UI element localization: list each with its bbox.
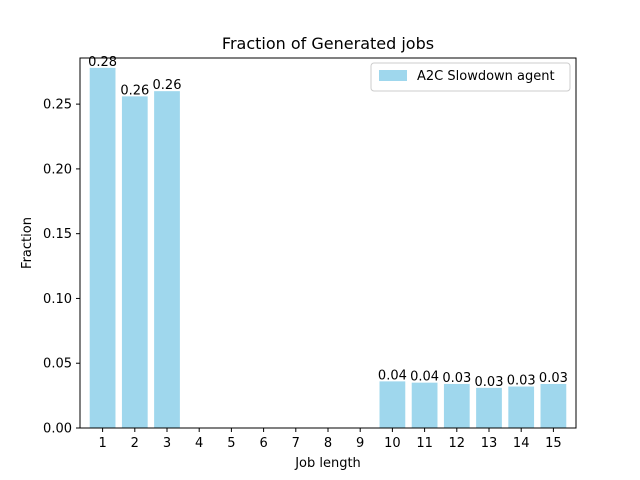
- x-tick-label-15: 15: [545, 436, 562, 451]
- y-axis: 0.00 0.05 0.10 0.15 0.20 0.25: [43, 98, 80, 437]
- data-label-2: 0.26: [120, 83, 149, 98]
- y-axis-label: Fraction: [20, 217, 35, 269]
- data-label-11: 0.04: [410, 370, 439, 385]
- data-label-1: 0.28: [88, 55, 117, 70]
- x-axis-label: Job length: [294, 456, 361, 471]
- x-tick-label-12: 12: [449, 436, 466, 451]
- y-tick-label-5: 0.25: [43, 98, 72, 113]
- y-tick-label-4: 0.20: [43, 162, 72, 177]
- y-tick-label-1: 0.05: [43, 357, 72, 372]
- x-axis: 1 2 3 4 5 6 7 8 9 10 11 12 13 14 15: [98, 428, 562, 451]
- data-label-14: 0.03: [507, 374, 536, 389]
- bar-3: [154, 91, 180, 428]
- chart-title: Fraction of Generated jobs: [222, 34, 434, 53]
- legend-swatch: [379, 70, 407, 81]
- legend-frame: [370, 62, 571, 92]
- bar-2: [121, 96, 148, 428]
- x-tick-label-4: 4: [195, 436, 203, 451]
- x-tick-label-2: 2: [131, 436, 139, 451]
- bar-12: [443, 383, 470, 428]
- data-label-15: 0.03: [539, 371, 568, 386]
- bar-1: [89, 67, 116, 428]
- y-tick-label-3: 0.15: [43, 227, 72, 242]
- data-label-3: 0.26: [153, 78, 182, 93]
- x-tick-label-10: 10: [384, 436, 401, 451]
- y-tick-label-2: 0.10: [43, 292, 72, 307]
- x-tick-label-7: 7: [292, 436, 300, 451]
- bar-13: [476, 387, 502, 428]
- data-label-12: 0.03: [442, 371, 471, 386]
- y-tick-label-0: 0.00: [43, 422, 72, 437]
- x-tick-label-9: 9: [356, 436, 364, 451]
- x-tick-label-1: 1: [98, 436, 106, 451]
- x-tick-label-11: 11: [416, 436, 433, 451]
- bar-14: [508, 386, 535, 428]
- data-label-13: 0.03: [475, 375, 504, 390]
- x-tick-label-3: 3: [163, 436, 171, 451]
- x-tick-label-6: 6: [259, 436, 267, 451]
- x-tick-label-5: 5: [227, 436, 235, 451]
- bar-15: [540, 383, 567, 428]
- data-label-10: 0.04: [378, 368, 407, 383]
- x-tick-label-14: 14: [513, 436, 530, 451]
- legend-label: A2C Slowdown agent: [417, 69, 555, 84]
- x-tick-label-8: 8: [324, 436, 332, 451]
- x-tick-label-13: 13: [481, 436, 498, 451]
- bar-10: [379, 381, 406, 428]
- bar-11: [411, 382, 438, 428]
- legend: A2C Slowdown agent: [370, 62, 571, 92]
- bar-group: [89, 67, 567, 428]
- data-label-group: 0.280.26 0.260.04 0.04 0.03 0.03 0.03 0.03: [88, 55, 568, 390]
